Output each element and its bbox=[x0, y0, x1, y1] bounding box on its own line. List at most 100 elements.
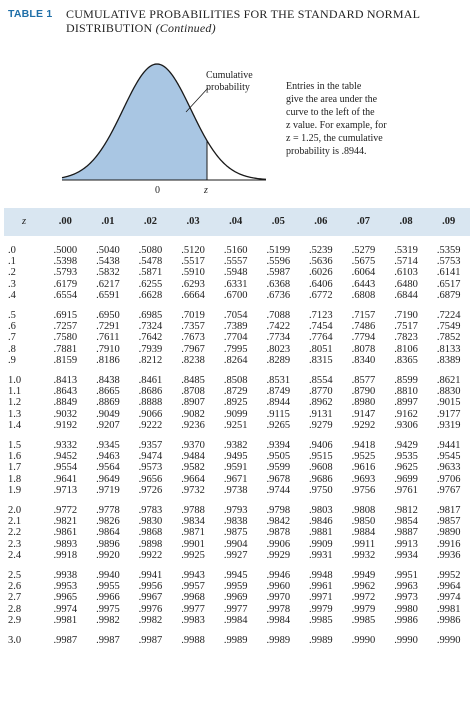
table-row: .5 .6915 .6950 .6985 .7019 .7054 .7088 .7123 .71… bbox=[4, 310, 470, 321]
probability-cell: .9965 bbox=[53, 592, 78, 604]
probability-cell: .8830 bbox=[436, 386, 461, 398]
probability-cell: .9977 bbox=[223, 603, 248, 615]
z-value-cell: 2.2 bbox=[8, 527, 22, 539]
probability-cell: .9976 bbox=[138, 603, 163, 615]
z-value-cell: 2.6 bbox=[8, 581, 22, 593]
probability-cell: .9732 bbox=[181, 484, 205, 496]
probability-cell: .9382 bbox=[223, 440, 248, 452]
probability-cell: .9808 bbox=[351, 505, 376, 517]
probability-cell: .9985 bbox=[351, 614, 376, 626]
probability-cell: .5910 bbox=[181, 267, 205, 279]
probability-cell: .9826 bbox=[96, 516, 120, 528]
probability-cell: .9984 bbox=[266, 614, 291, 626]
probability-cell: .9406 bbox=[309, 440, 333, 452]
z-value-cell: 3.0 bbox=[8, 635, 22, 647]
z-value-cell: 2.3 bbox=[8, 538, 22, 550]
probability-cell: .9793 bbox=[223, 505, 248, 517]
table-row: 2.3 .9893 .9896 .9898 .9901 .9904 .9906 .9909 .9… bbox=[4, 539, 470, 550]
probability-cell: .8980 bbox=[351, 397, 376, 409]
probability-cell: .8729 bbox=[223, 386, 248, 398]
spacer-cell bbox=[4, 431, 470, 440]
probability-cell: .7823 bbox=[394, 332, 418, 344]
probability-cell: .7764 bbox=[309, 332, 333, 344]
z-value-cell: .7 bbox=[8, 332, 16, 344]
probability-cell: .7257 bbox=[53, 321, 78, 333]
probability-cell: .7422 bbox=[266, 321, 291, 333]
probability-cell: .9798 bbox=[266, 505, 291, 517]
table-row: 1.8 .9641 .9649 .9656 .9664 .9671 .9678 .9686 .9… bbox=[4, 474, 470, 485]
probability-cell: .8643 bbox=[53, 386, 78, 398]
probability-cell: .9535 bbox=[394, 451, 418, 463]
z-value-cell: 1.2 bbox=[8, 397, 22, 409]
probability-cell: .5120 bbox=[181, 245, 205, 256]
probability-cell: .8438 bbox=[96, 375, 120, 387]
probability-cell: .6217 bbox=[96, 278, 120, 290]
probability-cell: .9664 bbox=[181, 473, 205, 485]
probability-cell: .5987 bbox=[266, 267, 291, 279]
probability-cell: .5948 bbox=[223, 267, 248, 279]
probability-cell: .9990 bbox=[436, 635, 461, 647]
cumulative-label-1: Cumulative bbox=[206, 70, 253, 81]
probability-cell: .7517 bbox=[394, 321, 418, 333]
probability-cell: .6026 bbox=[309, 267, 333, 279]
probability-cell: .9608 bbox=[309, 462, 333, 474]
probability-cell: .9463 bbox=[96, 451, 120, 463]
probability-cell: .8051 bbox=[309, 343, 333, 355]
probability-cell: .5714 bbox=[394, 256, 418, 268]
probability-cell: .9616 bbox=[351, 462, 376, 474]
probability-cell: .9236 bbox=[181, 419, 205, 431]
probability-cell: .7054 bbox=[223, 310, 248, 322]
z-value-cell: .9 bbox=[8, 354, 16, 366]
probability-cell: .8340 bbox=[351, 354, 376, 366]
probability-cell: .9830 bbox=[138, 516, 163, 528]
probability-cell: .8485 bbox=[181, 375, 205, 387]
z-value-cell: .6 bbox=[8, 321, 16, 333]
probability-cell: .9970 bbox=[266, 592, 291, 604]
z-value-cell: .1 bbox=[8, 256, 16, 268]
table-row: 1.6 .9452 .9463 .9474 .9484 .9495 .9505 .9515 .9… bbox=[4, 451, 470, 462]
probability-cell: .5793 bbox=[53, 267, 78, 279]
probability-cell: .5319 bbox=[394, 245, 418, 256]
probability-cell: .7357 bbox=[181, 321, 205, 333]
group-spacer bbox=[4, 431, 470, 440]
probability-cell: .8686 bbox=[138, 386, 163, 398]
probability-cell: .9918 bbox=[53, 549, 78, 561]
z-value-cell: 2.8 bbox=[8, 603, 22, 615]
probability-cell: .9192 bbox=[53, 419, 78, 431]
probability-cell: .9978 bbox=[266, 603, 291, 615]
probability-cell: .8907 bbox=[181, 397, 205, 409]
z-value-cell: 1.4 bbox=[8, 419, 22, 431]
probability-cell: .8531 bbox=[266, 375, 291, 387]
cumulative-label-2: probability bbox=[206, 82, 250, 93]
table-row: .7 .7580 .7611 .7642 .7673 .7704 .7734 .7764 .77… bbox=[4, 332, 470, 343]
normal-curve bbox=[61, 63, 267, 180]
group-spacer bbox=[4, 366, 470, 375]
probability-cell: .9719 bbox=[96, 484, 120, 496]
probability-cell: .9357 bbox=[138, 440, 163, 452]
probability-cell: .9049 bbox=[96, 408, 120, 420]
probability-cell: .8365 bbox=[394, 354, 418, 366]
probability-cell: .9726 bbox=[138, 484, 163, 496]
probability-cell: .6700 bbox=[223, 289, 248, 301]
probability-cell: .9929 bbox=[266, 549, 291, 561]
probability-cell: .9495 bbox=[223, 451, 248, 463]
probability-cell: .5000 bbox=[53, 245, 78, 256]
probability-cell: .9990 bbox=[394, 635, 418, 647]
probability-cell: .9846 bbox=[309, 516, 333, 528]
probability-cell: .9207 bbox=[96, 419, 120, 431]
probability-cell: .9332 bbox=[53, 440, 78, 452]
probability-cell: .9932 bbox=[351, 549, 376, 561]
probability-cell: .9515 bbox=[309, 451, 333, 463]
z-value-cell: .4 bbox=[8, 289, 16, 301]
probability-cell: .9177 bbox=[436, 408, 461, 420]
probability-cell: .5239 bbox=[309, 245, 333, 256]
probability-cell: .9821 bbox=[53, 516, 78, 528]
probability-cell: .9983 bbox=[181, 614, 205, 626]
table-row: .0 .5000 .5040 .5080 .5120 .5160 .5199 .5239 .52… bbox=[4, 245, 470, 256]
probability-cell: .9884 bbox=[351, 527, 376, 539]
probability-cell: .9868 bbox=[138, 527, 163, 539]
probability-cell: .8708 bbox=[181, 386, 205, 398]
probability-cell: .8106 bbox=[394, 343, 418, 355]
probability-cell: .9265 bbox=[266, 419, 291, 431]
probability-cell: .6141 bbox=[436, 267, 461, 279]
